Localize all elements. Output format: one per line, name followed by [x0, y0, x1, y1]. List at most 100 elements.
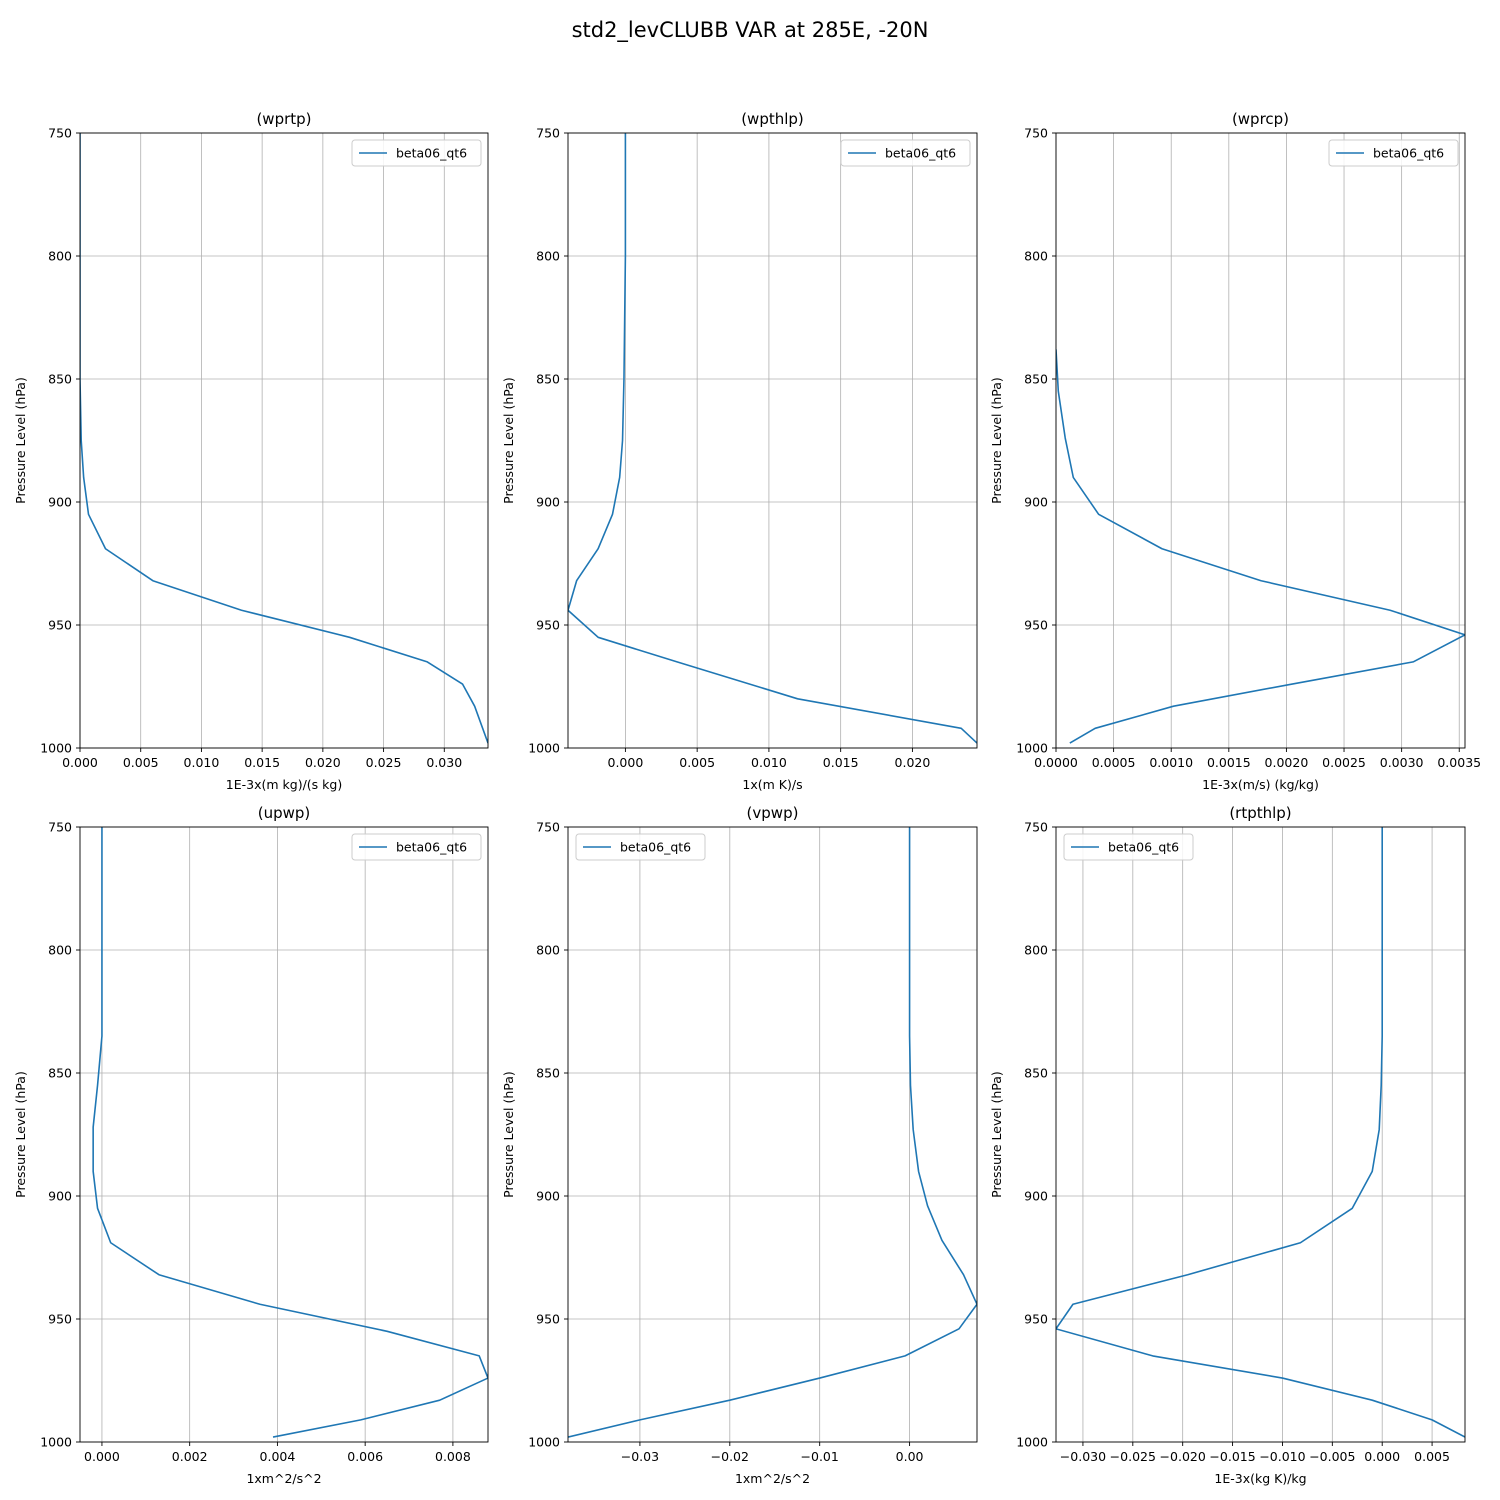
y-tick-label: 800: [48, 249, 72, 264]
y-tick-label: 1000: [1016, 1435, 1048, 1450]
legend-label: beta06_qt6: [885, 146, 956, 161]
series-line-beta06_qt6: [1056, 827, 1465, 1438]
subplot-title: (rtpthlp): [1229, 804, 1291, 822]
x-tick-label: 0.008: [435, 1449, 471, 1464]
axes-frame: [1055, 132, 1466, 749]
series-line-beta06_qt6: [80, 133, 488, 744]
legend-box: [1063, 833, 1194, 861]
x-tick-label: −0.030: [1060, 1449, 1106, 1464]
y-tick-label: 900: [536, 495, 560, 510]
x-axis-label: 1xm^2/s^2: [246, 1471, 321, 1486]
x-tick-label: 0.015: [244, 755, 280, 770]
x-tick-label: 0.0020: [1265, 755, 1309, 770]
legend-label: beta06_qt6: [1373, 146, 1444, 161]
y-axis-label: Pressure Level (hPa): [989, 1071, 1004, 1198]
series-line-beta06_qt6: [1056, 349, 1465, 744]
y-tick-label: 800: [1024, 943, 1048, 958]
x-tick-label: 0.0030: [1380, 755, 1424, 770]
y-tick-label: 800: [1024, 249, 1048, 264]
y-tick-label: 800: [48, 943, 72, 958]
y-tick-label: 950: [1024, 1312, 1048, 1327]
legend-label: beta06_qt6: [1108, 840, 1179, 855]
y-tick-label: 750: [48, 820, 72, 835]
series-line-beta06_qt6: [568, 827, 977, 1438]
subplot-title: (wprcp): [1232, 110, 1289, 128]
x-tick-label: 0.020: [895, 755, 931, 770]
x-tick-label: −0.025: [1110, 1449, 1156, 1464]
y-axis-label: Pressure Level (hPa): [13, 377, 28, 504]
y-tick-label: 950: [1024, 618, 1048, 633]
x-tick-label: 0.004: [260, 1449, 296, 1464]
axes-frame: [567, 826, 978, 1443]
legend-label: beta06_qt6: [396, 146, 467, 161]
y-tick-label: 900: [48, 495, 72, 510]
y-tick-label: 800: [536, 943, 560, 958]
legend: beta06_qt6: [351, 139, 482, 167]
y-tick-label: 750: [48, 126, 72, 141]
x-tick-label: −0.03: [621, 1449, 659, 1464]
legend-box: [840, 139, 971, 167]
subplot-title: (wpthlp): [741, 110, 804, 128]
y-tick-label: 1000: [528, 1435, 560, 1450]
y-tick-label: 750: [536, 126, 560, 141]
y-tick-label: 900: [536, 1189, 560, 1204]
x-tick-label: 0.025: [366, 755, 402, 770]
y-tick-label: 850: [48, 1066, 72, 1081]
x-axis-label: 1x(m K)/s: [742, 777, 802, 792]
y-tick-label: 950: [48, 618, 72, 633]
y-tick-label: 800: [536, 249, 560, 264]
x-tick-label: −0.01: [801, 1449, 839, 1464]
subplot-grid: 0.000 0.005 0.010 0.015 0.020 0.025 0.030 750 80…: [13, 110, 1481, 1486]
x-tick-label: 0.005: [1414, 1449, 1450, 1464]
legend-box: [351, 139, 482, 167]
y-tick-label: 850: [1024, 1066, 1048, 1081]
x-tick-label: 0.0010: [1149, 755, 1193, 770]
x-tick-label: 0.000: [608, 755, 644, 770]
x-tick-label: −0.010: [1259, 1449, 1305, 1464]
y-tick-label: 1000: [40, 1435, 72, 1450]
y-tick-label: 1000: [40, 741, 72, 756]
x-tick-label: 0.005: [123, 755, 159, 770]
subplot-1: 0.000 0.005 0.010 0.015 0.020 750 800 850 900 950…: [501, 110, 978, 792]
x-axis-label: 1E-3x(m kg)/(s kg): [226, 777, 342, 792]
subplot-5: −0.030 −0.025 −0.020 −0.015 −0.010 −0.005 0.00…: [989, 804, 1466, 1486]
x-tick-label: 0.010: [751, 755, 787, 770]
x-tick-label: 0.0000: [1034, 755, 1078, 770]
legend-box: [1328, 139, 1459, 167]
y-tick-label: 750: [1024, 820, 1048, 835]
x-tick-label: 0.00: [896, 1449, 924, 1464]
x-tick-label: 0.030: [426, 755, 462, 770]
series-line-beta06_qt6: [92, 827, 488, 1438]
subplot-4: −0.03 −0.02 −0.01 0.00 750 800 850 900 950 1000 (v…: [501, 804, 978, 1486]
subplot-2: 0.0000 0.0005 0.0010 0.0015 0.0020 0.0025 0.00…: [989, 110, 1481, 792]
x-tick-label: 0.000: [1364, 1449, 1400, 1464]
legend: beta06_qt6: [1063, 833, 1194, 861]
axes-frame: [567, 132, 978, 749]
y-tick-label: 900: [1024, 1189, 1048, 1204]
subplot-0: 0.000 0.005 0.010 0.015 0.020 0.025 0.030 750 80…: [13, 110, 489, 792]
x-tick-label: 0.005: [679, 755, 715, 770]
axes-frame: [79, 132, 489, 749]
x-axis-label: 1E-3x(kg K)/kg: [1214, 1471, 1306, 1486]
x-axis-label: 1E-3x(m/s) (kg/kg): [1202, 777, 1319, 792]
y-tick-label: 950: [536, 618, 560, 633]
y-tick-label: 950: [48, 1312, 72, 1327]
legend: beta06_qt6: [351, 833, 482, 861]
x-tick-label: −0.015: [1209, 1449, 1255, 1464]
y-tick-label: 850: [48, 372, 72, 387]
x-axis-label: 1xm^2/s^2: [735, 1471, 810, 1486]
y-tick-label: 850: [1024, 372, 1048, 387]
x-tick-label: 0.006: [347, 1449, 383, 1464]
subplot-title: (vpwp): [747, 804, 799, 822]
y-axis-label: Pressure Level (hPa): [989, 377, 1004, 504]
subplot-title: (upwp): [258, 804, 311, 822]
x-tick-label: −0.020: [1160, 1449, 1206, 1464]
legend-label: beta06_qt6: [620, 840, 691, 855]
x-tick-label: 0.000: [62, 755, 98, 770]
x-tick-label: 0.0035: [1437, 755, 1481, 770]
x-tick-label: 0.0025: [1322, 755, 1366, 770]
figure-title: std2_levCLUBB VAR at 285E, -20N: [572, 18, 929, 43]
subplot-3: 0.000 0.002 0.004 0.006 0.008 750 800 850 900 950…: [13, 804, 489, 1486]
x-tick-label: 0.0005: [1092, 755, 1136, 770]
